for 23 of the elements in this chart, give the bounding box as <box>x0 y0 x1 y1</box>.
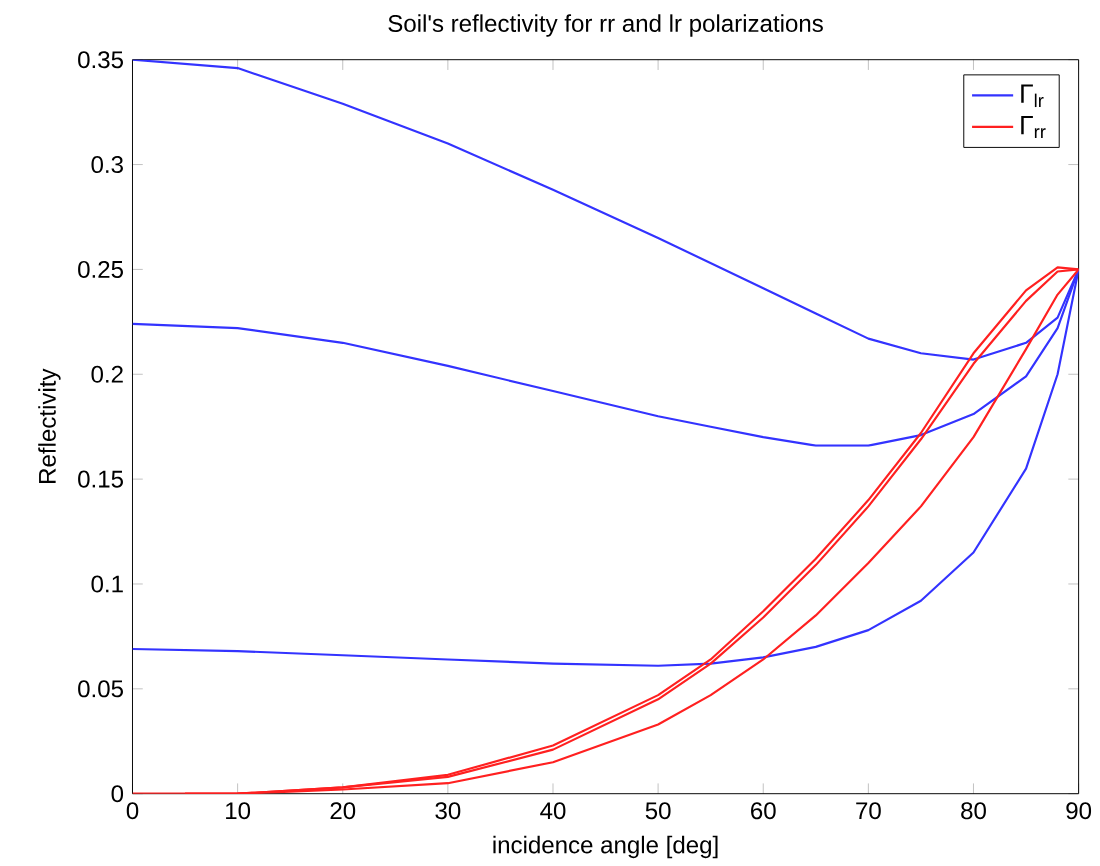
legend-label: Γ$_{lr}$ <box>1021 84 1044 107</box>
x-tick-label: 20 <box>330 802 356 820</box>
y-tick-label: 0 <box>111 785 124 803</box>
x-tick-label: 30 <box>435 802 461 820</box>
y-tick-label: 0.1 <box>91 575 123 593</box>
x-tick-label: 70 <box>856 802 881 820</box>
x-tick-label: 40 <box>540 802 566 820</box>
y-tick-label: 0.25 <box>78 260 123 278</box>
x-tick-label: 50 <box>645 802 671 820</box>
y-tick-label: 0.35 <box>78 51 123 69</box>
y-axis-title: Reflectivity <box>38 368 61 483</box>
x-tick-label: 60 <box>751 802 776 820</box>
y-tick-label: 0.3 <box>91 155 123 173</box>
chart-title: Soil's reflectivity for rr and lr polarizations <box>388 14 823 37</box>
y-tick-label: 0.15 <box>78 470 123 488</box>
x-tick-label: 0 <box>126 802 139 820</box>
x-tick-label: 10 <box>226 802 251 820</box>
y-tick-label: 0.2 <box>91 365 123 383</box>
x-axis-title: incidence angle [deg] <box>493 835 718 859</box>
legend-label: Γ$_{rr}$ <box>1021 115 1046 139</box>
x-tick-label: 90 <box>1066 802 1092 820</box>
y-tick-label: 0.05 <box>78 680 123 698</box>
x-tick-label: 80 <box>961 802 986 820</box>
